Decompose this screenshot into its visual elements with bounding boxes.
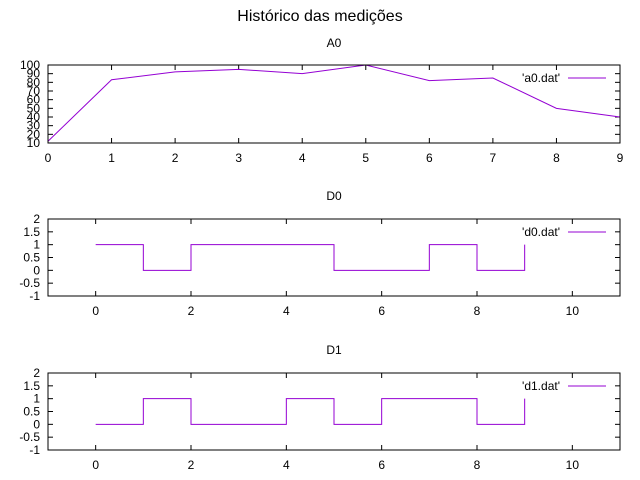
chart-panel-d1: D1-1-0.500.511.520 2 4 6 8 10'd1.dat' — [19, 343, 621, 472]
y-tick-label: 80 — [27, 75, 41, 89]
x-tick-label: 2 — [188, 458, 195, 472]
chart-panel-d0: D0-1-0.500.511.520 2 4 6 8 10'd0.dat' — [19, 189, 621, 318]
y-tick-label: 10 — [27, 136, 41, 150]
plot-frame — [47, 372, 621, 451]
figure-title: Histórico das medições — [237, 8, 402, 25]
x-tick-label: 2 — [188, 304, 195, 318]
y-tick-label: 70 — [27, 84, 41, 98]
y-tick-label: 50 — [27, 101, 41, 115]
y-tick-label: 0 — [33, 263, 40, 277]
legend-label: 'a0.dat' — [522, 71, 560, 85]
y-tick-label: 2 — [33, 212, 40, 226]
y-tick-label: 30 — [27, 119, 41, 133]
y-tick-label: -0.5 — [19, 430, 40, 444]
y-tick-label: 1.5 — [23, 225, 40, 239]
x-tick-label: 3 — [235, 151, 242, 165]
x-tick-label: 8 — [474, 458, 481, 472]
y-tick-label: 0.5 — [23, 251, 40, 265]
x-tick-label: 6 — [378, 458, 385, 472]
y-tick-label: 40 — [27, 110, 41, 124]
x-tick-label: 0 — [45, 151, 52, 165]
x-tick-label: 0 — [92, 304, 99, 318]
y-tick-label: -1 — [29, 443, 40, 457]
x-tick-label: 8 — [553, 151, 560, 165]
x-tick-label: 9 — [617, 151, 624, 165]
panel-title: A0 — [327, 36, 342, 50]
plot-frame — [47, 218, 621, 297]
panel-title: D0 — [326, 189, 342, 203]
y-tick-label: 0.5 — [23, 405, 40, 419]
x-tick-label: 6 — [378, 304, 385, 318]
legend-label: 'd0.dat' — [522, 225, 560, 239]
y-tick-label: 1 — [33, 392, 40, 406]
x-tick-label: 5 — [362, 151, 369, 165]
y-tick-label: 1.5 — [23, 379, 40, 393]
x-tick-label: 7 — [490, 151, 497, 165]
x-tick-label: 6 — [426, 151, 433, 165]
x-tick-label: 4 — [283, 304, 290, 318]
x-tick-label: 0 — [92, 458, 99, 472]
y-tick-label: 1 — [33, 238, 40, 252]
x-tick-label: 2 — [172, 151, 179, 165]
series-line — [95, 244, 526, 271]
y-tick-label: -1 — [29, 289, 40, 303]
y-tick-label: -0.5 — [19, 276, 40, 290]
panel-title: D1 — [326, 343, 342, 357]
x-tick-label: 8 — [474, 304, 481, 318]
y-tick-label: 100 — [20, 58, 40, 72]
x-tick-label: 10 — [566, 304, 580, 318]
x-tick-label: 4 — [283, 458, 290, 472]
y-tick-label: 2 — [33, 366, 40, 380]
x-tick-label: 4 — [299, 151, 306, 165]
plot-frame — [47, 64, 621, 144]
y-tick-label: 0 — [33, 417, 40, 431]
y-tick-label: 90 — [27, 67, 41, 81]
series-line — [95, 398, 526, 425]
y-tick-label: 60 — [27, 93, 41, 107]
y-tick-label: 20 — [27, 127, 41, 141]
x-tick-label: 1 — [108, 151, 115, 165]
x-tick-label: 10 — [566, 458, 580, 472]
series-line — [47, 64, 621, 142]
legend-label: 'd1.dat' — [522, 379, 560, 393]
